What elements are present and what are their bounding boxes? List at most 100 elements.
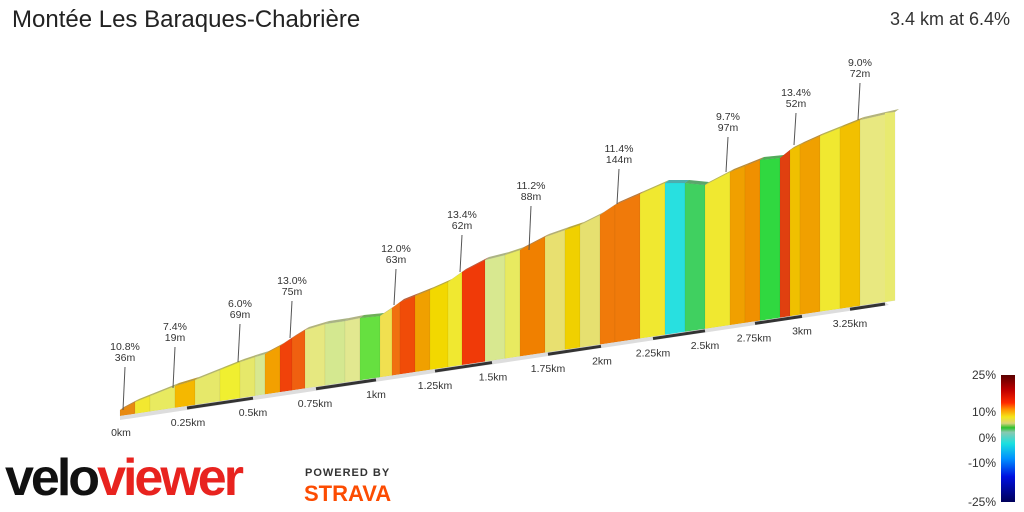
gradient-segment [391, 301, 401, 376]
distance-label: 2.75km [737, 332, 772, 344]
veloviewer-logo: veloviewer [5, 449, 244, 507]
gradient-segment [291, 329, 306, 391]
gradient-segment [264, 345, 281, 395]
profile-top-edge [325, 318, 349, 324]
profile-top-edge [430, 279, 452, 290]
gradient-segment [119, 401, 136, 417]
gradient-segment [599, 204, 616, 345]
profile-top-shade [705, 169, 734, 185]
gradient-segment [614, 193, 641, 343]
annotation-grade: 11.4% [605, 143, 634, 155]
profile-top-edge [705, 169, 734, 185]
profile-top-shade [135, 393, 154, 402]
gradient-segment [194, 369, 221, 406]
profile-top-edge [665, 180, 689, 183]
profile-top-edge [360, 313, 384, 318]
gradient-segment [461, 259, 486, 366]
profile-top-shade [685, 180, 709, 185]
gradient-segment [414, 289, 431, 373]
gradient-segment [779, 149, 791, 318]
distance-bar [434, 361, 493, 373]
profile-top-shade [860, 109, 899, 120]
gradient-segment [789, 144, 801, 317]
profile-top-shade [345, 315, 364, 321]
gradient-segment [684, 182, 706, 333]
annotation-length: 97m [718, 122, 739, 134]
profile-top-edge [292, 327, 309, 338]
gradient-segment [379, 307, 393, 378]
gradient-segment [239, 356, 256, 399]
distance-bar [315, 378, 377, 391]
profile-top-edge [448, 269, 466, 282]
profile-top-edge [380, 305, 396, 316]
annotation-length: 62m [452, 220, 473, 232]
distance-bar [652, 329, 706, 341]
profile-top-shade [430, 279, 452, 290]
annotation-grade: 10.8% [110, 341, 140, 353]
gradient-segment [279, 337, 293, 393]
profile-top-edge [580, 212, 604, 225]
profile-top-edge [135, 393, 154, 402]
profile-top-edge [195, 367, 224, 380]
profile-top-shade [415, 287, 434, 296]
annotation-grade: 6.0% [228, 298, 252, 310]
profile-top-shade [448, 269, 466, 282]
annotation-leader [393, 268, 397, 306]
annotation-length: 36m [115, 352, 136, 364]
annotation-length: 52m [786, 98, 807, 110]
profile-top-edge [175, 377, 199, 386]
annotation-leader [793, 112, 797, 146]
profile-top-shade [255, 351, 269, 357]
profile-top-edge [120, 399, 139, 410]
gradient-segment [399, 295, 416, 375]
annotation-grade: 11.2% [517, 180, 546, 192]
profile-top-edge [640, 180, 669, 194]
profile-top-edge [730, 163, 749, 172]
distance-label: 1.25km [418, 380, 453, 392]
powered-by-label: POWERED BY [305, 467, 391, 479]
profile-top-shade [360, 313, 384, 318]
annotation-length: 144m [606, 154, 633, 166]
gradient-segment [304, 323, 326, 389]
profile-top-shade [565, 222, 584, 230]
annotation-leader [528, 205, 532, 251]
profile-top-shade [580, 212, 604, 225]
profile-top-shade [745, 157, 764, 166]
gradient-segment [799, 135, 821, 315]
legend-label: 0% [978, 431, 996, 445]
profile-top-edge [265, 343, 284, 354]
distance-label: 1.75km [531, 363, 566, 375]
profile-top-shade [520, 234, 549, 250]
profile-top-edge [305, 321, 329, 330]
profile-top-edge [745, 157, 764, 166]
gradient-segment [704, 171, 731, 330]
profile-top-edge [545, 227, 569, 237]
profile-top-edge [400, 293, 419, 302]
profile-top-edge [255, 351, 269, 357]
profile-top-edge [280, 335, 296, 346]
profile-top-edge [150, 383, 179, 396]
annotation-length: 69m [230, 309, 251, 321]
distance-bar [849, 302, 886, 311]
profile-top-shade [195, 367, 224, 380]
annotation-grade: 12.0% [381, 243, 411, 255]
strava-logo: STRAVA [304, 481, 392, 506]
legend-label: -25% [967, 495, 996, 509]
profile-top-edge [860, 109, 899, 120]
profile-top-edge [800, 133, 824, 145]
annotation-grade: 13.4% [447, 209, 477, 221]
annotation-grade: 13.4% [781, 87, 811, 99]
profile-end-face [885, 112, 895, 302]
profile-top-shade [665, 180, 689, 183]
annotation-leader [289, 300, 293, 339]
distance-label: 0.5km [239, 407, 268, 419]
gradient-legend-bar [1001, 375, 1015, 502]
profile-top-edge [345, 315, 364, 321]
annotation-length: 72m [850, 68, 871, 80]
profile-top-edge [565, 222, 584, 230]
profile-top-edge [415, 287, 434, 296]
gradient-segment [254, 353, 266, 397]
profile-top-shade [325, 318, 349, 324]
annotation-length: 75m [282, 286, 303, 298]
profile-top-shade [462, 257, 489, 272]
